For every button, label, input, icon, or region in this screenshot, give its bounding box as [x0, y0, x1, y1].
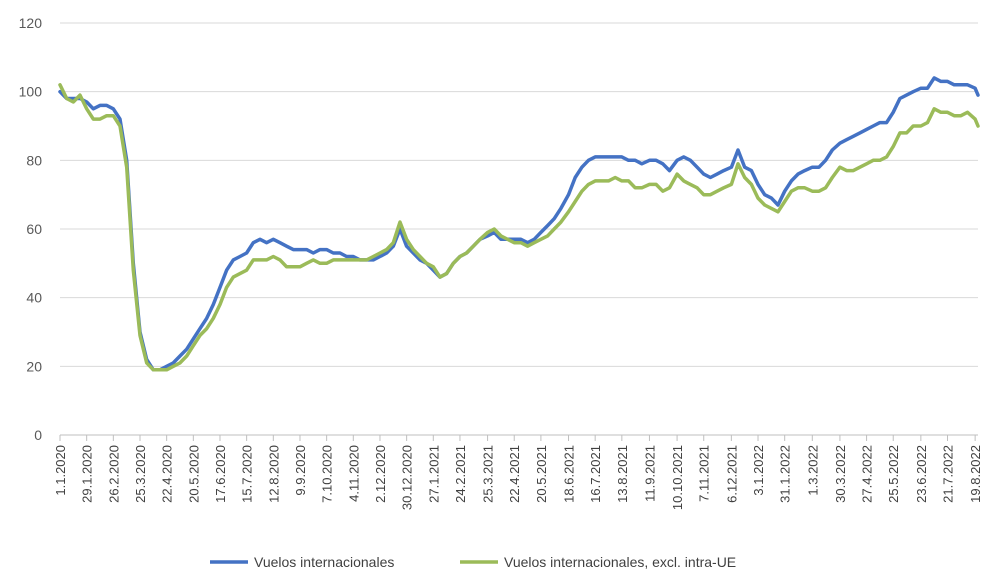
y-tick-label: 60: [26, 221, 42, 237]
x-tick-label: 23.6.2022: [914, 445, 929, 503]
x-tick-label: 11.9.2021: [642, 445, 657, 502]
x-axis-ticks: [59, 435, 976, 441]
x-tick-label: 2.12.2020: [373, 445, 388, 503]
series-line-1: [58, 76, 980, 372]
x-tick-label: 26.2.2020: [106, 445, 121, 503]
x-tick-label: 15.7.2020: [240, 445, 255, 503]
x-tick-label: 25.3.2020: [133, 445, 148, 503]
x-tick-label: 1.3.2022: [805, 445, 820, 496]
x-tick-label: 18.6.2021: [562, 445, 577, 503]
x-tick-label: 19.8.2022: [968, 445, 983, 503]
series-line-2: [58, 83, 980, 372]
x-tick-label: 22.4.2020: [160, 445, 175, 503]
x-tick-label: 24.2.2021: [453, 445, 468, 503]
x-tick-label: 27.4.2022: [860, 445, 875, 503]
gridlines: [60, 22, 978, 367]
legend: Vuelos internacionales Vuelos internacion…: [210, 554, 736, 570]
x-tick-label: 7.11.2021: [697, 445, 712, 502]
x-tick-label: 1.1.2020: [53, 445, 68, 496]
x-tick-label: 27.1.2021: [426, 445, 441, 503]
y-tick-label: 120: [19, 15, 43, 31]
legend-label-1: Vuelos internacionales: [254, 554, 394, 570]
series-lines: [58, 76, 980, 372]
x-tick-label: 4.11.2020: [346, 445, 361, 502]
x-tick-label: 3.1.2022: [751, 445, 766, 496]
x-axis-tick-labels: 1.1.2020 29.1.2020 26.2.2020 25.3.2020 22.4.…: [53, 445, 983, 510]
x-tick-label: 13.8.2021: [615, 445, 630, 503]
y-tick-label: 40: [26, 290, 42, 306]
x-tick-label: 16.7.2021: [588, 445, 603, 503]
x-tick-label: 25.3.2021: [481, 445, 496, 503]
x-tick-label: 31.1.2022: [778, 445, 793, 503]
x-tick-label: 25.5.2022: [886, 445, 901, 503]
x-tick-label: 17.6.2020: [213, 445, 228, 503]
y-tick-label: 100: [19, 84, 43, 100]
y-axis-tick-labels: 0 20 40 60 80 100 120: [19, 15, 43, 443]
x-tick-label: 6.12.2021: [724, 445, 739, 503]
x-tick-label: 20.5.2020: [186, 445, 201, 503]
y-tick-label: 80: [26, 152, 42, 168]
x-tick-label: 21.7.2022: [941, 445, 956, 503]
x-tick-label: 7.10.2020: [320, 445, 335, 503]
x-tick-label: 29.1.2020: [80, 445, 95, 503]
y-tick-label: 20: [26, 358, 42, 374]
x-tick-label: 12.8.2020: [266, 445, 281, 503]
x-tick-label: 22.4.2021: [507, 445, 522, 503]
x-tick-label: 9.9.2020: [293, 445, 308, 496]
x-tick-label: 30.12.2020: [400, 445, 415, 510]
y-tick-label: 0: [34, 427, 42, 443]
x-tick-label: 30.3.2022: [833, 445, 848, 503]
x-tick-label: 20.5.2021: [534, 445, 549, 503]
x-tick-label: 10.10.2021: [670, 445, 685, 510]
legend-label-2: Vuelos internacionales, excl. intra-UE: [504, 554, 736, 570]
